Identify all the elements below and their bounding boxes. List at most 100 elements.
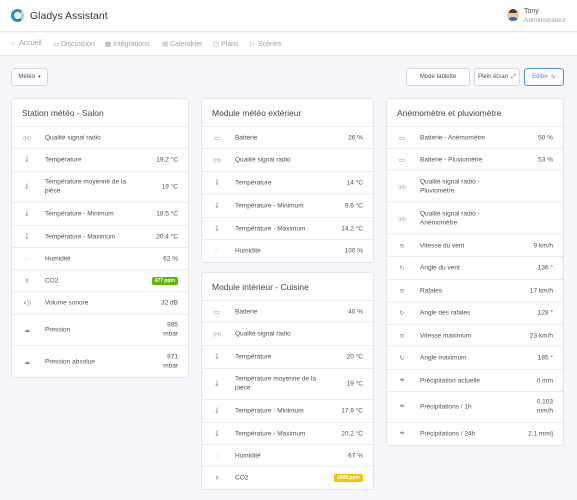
sensor-row: 🌡 Température - Maximum 14.2 °C [202, 218, 373, 240]
sensor-label: Qualité signal radio [235, 330, 291, 338]
sensor-row: ▭ Batterie - Pluviomètre 53 % [387, 149, 563, 171]
battery-icon: ▭ [213, 308, 221, 316]
battery-icon: ▭ [213, 134, 221, 142]
sensor-value: 128 ° [537, 309, 553, 317]
sensor-value: 17 km/h [529, 286, 553, 294]
sensor-row: 🌡 Température - Minimum 17.9 °C [202, 400, 373, 423]
thermometer-icon: 🌡 [213, 225, 221, 232]
sensor-label: Pression absolue [45, 357, 95, 365]
sensor-value: 20 °C [346, 353, 363, 361]
edit-button[interactable]: Editer ✎ [524, 68, 564, 86]
sensor-row: ☂ Précipitation actuelle 0 mm [387, 370, 563, 392]
sensor-value: 50 % [538, 133, 553, 141]
sensor-value: 67 % [348, 451, 363, 459]
sensor-label: Température - Maximum [235, 224, 306, 232]
umbrella-icon: ☂ [399, 404, 405, 411]
sensor-label: Humidité [235, 451, 261, 459]
tablet-mode-button[interactable]: Mode tablette [406, 68, 470, 86]
sensor-label: Température [45, 156, 82, 164]
rotate-icon: ↻ [399, 355, 405, 362]
sensor-row: 🌡 Température - Maximum 20.2 °C [202, 423, 373, 445]
sensor-value: 0.103 mm/h [536, 398, 553, 415]
sensor-value: 985 mbar [163, 321, 178, 338]
gladys-logo-icon[interactable] [11, 9, 24, 22]
nav-item-calendrier[interactable]: ▤ Calendrier [162, 41, 203, 48]
sensor-row: ıl CO2 1008 ppm [202, 467, 373, 489]
chat-icon: ▭ [53, 41, 60, 48]
radio-signal-icon: ((•)) [213, 157, 221, 163]
sensor-row: 🌡 Température moyenne de la pièce 19 °C [12, 172, 188, 203]
nav-item-integrations[interactable]: ▦ Intégrations [105, 41, 150, 48]
app-title[interactable]: Gladys Assistant [30, 10, 108, 22]
sensor-row: ◌ Humidité 67 % [202, 445, 373, 467]
nav-item-accueil[interactable]: ⌂ Accueil [11, 40, 42, 47]
thermometer-icon: 🌡 [213, 203, 221, 209]
wind-icon: ≋ [399, 287, 405, 295]
fullscreen-button[interactable]: Plein écran ⤢ [474, 68, 520, 86]
sensor-value: 19 °C [346, 380, 363, 388]
sensor-value: 17.9 °C [341, 407, 363, 415]
sensor-row: 🌡 Température - Minimum 9.6 °C [202, 195, 373, 218]
volume-icon: ◖)) [22, 299, 32, 307]
sensor-row: 🌡 Température 20 °C [202, 346, 373, 369]
sensor-label: Vitesse maximum [420, 331, 472, 339]
bar-chart-icon: ıl [25, 277, 29, 284]
avatar[interactable] [507, 9, 519, 21]
sensor-label: Humidité [45, 254, 71, 262]
nav-item-discussion[interactable]: ▭ Discussion [53, 41, 95, 48]
thermometer-icon: 🌡 [213, 354, 221, 360]
sensor-value: 20.4 °C [156, 232, 178, 240]
sensor-row: ▭ Batterie 40 % [202, 301, 373, 323]
sensor-row: ☁ Pression 985 mbar [12, 315, 188, 346]
droplet-icon: ◌ [215, 247, 219, 255]
sensor-row: ▭ Batterie 26 % [202, 127, 373, 149]
nav-item-plans[interactable]: ◫ Plans [213, 41, 239, 48]
sensor-row: ıl CO2 477 ppm [12, 270, 188, 292]
sensor-label: Température - Maximum [235, 429, 306, 437]
droplet-icon: ◌ [215, 452, 219, 459]
sensor-value: 0 mm [536, 376, 553, 384]
sensor-label: Qualité signal radio - Pluviomètre [420, 178, 480, 195]
radio-signal-icon: ((•)) [398, 184, 406, 189]
play-icon: ▷ [250, 41, 255, 48]
dashboard-select[interactable]: Météo ▾ [11, 68, 48, 86]
sensor-label: Qualité signal radio [45, 133, 101, 141]
cloud-icon: ☁ [23, 327, 31, 334]
sensor-value: 9 km/h [533, 241, 553, 249]
sensor-row: ◖)) Volume sonore 32 dB [12, 292, 188, 315]
sensor-row: ◌ Humidité 62 % [12, 248, 188, 270]
sensor-row: 🌡 Température 19.2 °C [12, 149, 188, 172]
card-title: Anémomètre et pluviomètre [387, 99, 563, 127]
cloud-icon: ☁ [23, 358, 31, 366]
sensor-row: ((•)) Qualité signal radio [202, 323, 373, 346]
sensor-label: CO2 [235, 474, 249, 482]
sensor-row: ▭ Batterie - Anémomètre 50 % [387, 127, 563, 149]
sensor-row: ((•)) Qualité signal radio [202, 149, 373, 172]
sensor-label: Température - Minimum [45, 210, 114, 218]
sensor-label: Pression [45, 326, 71, 334]
user-name[interactable]: Tony [524, 8, 539, 15]
card-title: Module intérieur - Cuisine [202, 273, 373, 301]
thermometer-icon: 🌡 [213, 381, 221, 387]
radio-signal-icon: ((•)) [213, 331, 221, 337]
home-icon: ⌂ [11, 40, 15, 47]
card-module-exterieur: Module météo extérieur ▭ Batterie 26 % ((•)… [201, 98, 374, 263]
radio-signal-icon: ((•)) [23, 135, 31, 140]
sensor-row: 🌡 Température - Maximum 20.4 °C [12, 226, 188, 248]
sensor-label: Angle maximum [420, 354, 467, 362]
sensor-row: 🌡 Température moyenne de la pièce 19 °C [202, 369, 373, 400]
sensor-value: 19.2 °C [156, 156, 178, 164]
caret-down-icon: ▾ [38, 74, 41, 80]
sensor-row: ≋ Rafales 17 km/h [387, 280, 563, 302]
rotate-icon: ↻ [399, 265, 405, 272]
sensor-row: ((•)) Qualité signal radio - Anémomètre [387, 203, 563, 235]
nav-item-scenes[interactable]: ▷ Scènes [250, 41, 282, 48]
sensor-label: Batterie [235, 307, 258, 315]
sensor-label: Vitesse du vent [420, 241, 465, 249]
card-title: Station météo - Salon [12, 99, 188, 127]
wind-icon: ≋ [399, 332, 405, 340]
sensor-label: Température - Minimum [235, 202, 304, 210]
sensor-row: ≋ Vitesse maximum 23 km/h [387, 325, 563, 347]
sensor-label: Angle des rafales [420, 309, 471, 317]
sensor-label: Précipitation actuelle [420, 376, 480, 384]
